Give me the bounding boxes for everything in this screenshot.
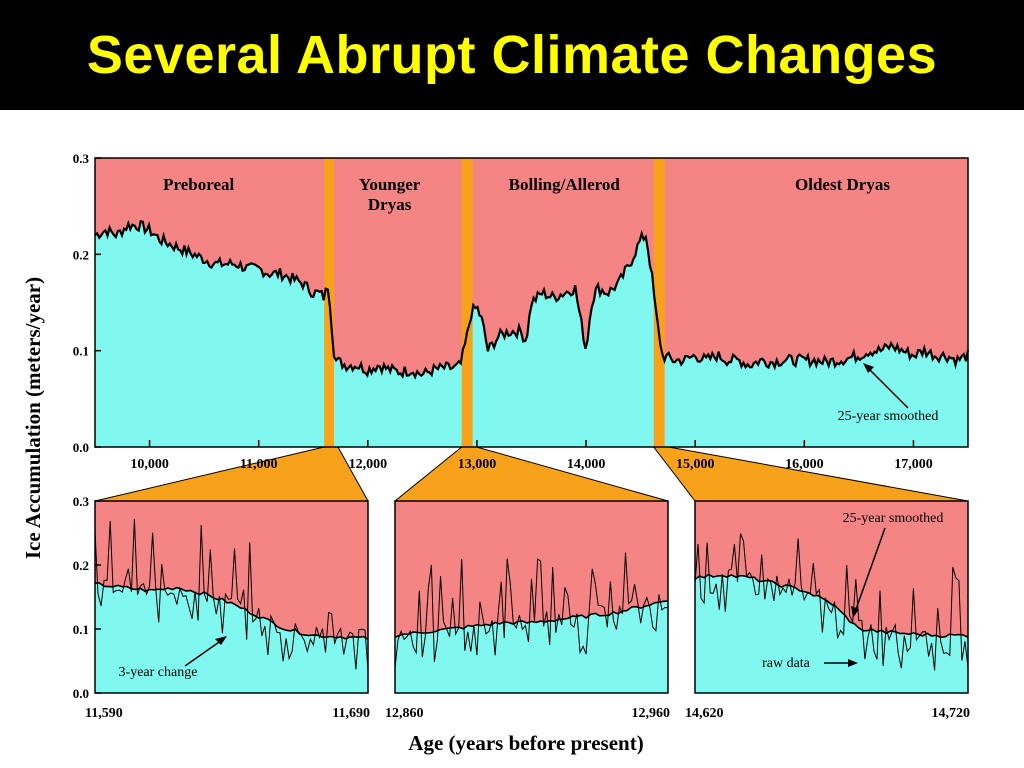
annotation-arrowhead: [851, 606, 859, 618]
x-tick-label: 11,590: [85, 706, 123, 721]
top-axis-ticks: 0.0 0.1 0.2 0.3 10,000 11,000 12,000 13,000 14,0…: [73, 151, 933, 472]
bottom-middle-panel: 12,860 12,960: [385, 500, 670, 721]
title-bar: [0, 0, 1024, 110]
bottom-right-axis-ticks: 14,620 14,720: [685, 706, 970, 721]
y-tick-label: 0.1: [73, 622, 89, 637]
top-panel-frame: [94, 157, 969, 448]
bottom-right-raw-line: [694, 533, 969, 671]
bottom-left-axis-ticks: 0.0 0.1 0.2 0.3 11,590 11,690: [73, 494, 370, 721]
x-tick-label: 17,000: [894, 457, 933, 472]
annotation-25-year-smoothed: 25-year smoothed: [838, 409, 939, 424]
climate-figure: 0.0 0.1 0.2 0.3 10,000 11,000 12,000 13,000 14,0…: [0, 110, 1024, 768]
y-tick-label: 0.0: [73, 440, 89, 455]
annotation-arrow: [854, 527, 886, 613]
annotation-raw-data: raw data: [762, 656, 811, 671]
x-tick-label: 12,960: [632, 706, 671, 721]
x-tick-label: 11,000: [240, 457, 278, 472]
y-tick-label: 0.3: [73, 151, 90, 166]
x-tick-label: 12,000: [349, 457, 388, 472]
annotation-arrow: [184, 639, 223, 667]
y-tick-label: 0.1: [73, 344, 89, 359]
period-label: Younger: [359, 175, 421, 194]
annotation-25-year-smoothed-zoom: 25-year smoothed: [843, 511, 944, 526]
y-tick-label: 0.3: [73, 494, 90, 509]
x-tick-label: 16,000: [785, 457, 824, 472]
bottom-middle-accumulation-area: [395, 601, 668, 693]
period-label: Bolling/Allerod: [509, 175, 621, 194]
x-tick-label: 15,000: [676, 457, 715, 472]
annotation-3-year-change: 3-year change: [119, 665, 198, 680]
top-accumulation-area: [95, 221, 968, 447]
x-axis-label: Age (years before present): [408, 731, 643, 755]
top-annotation: 25-year smoothed: [838, 363, 939, 424]
x-tick-label: 10,000: [130, 457, 169, 472]
x-tick-label: 14,720: [932, 706, 971, 721]
bottom-middle-raw-line: [394, 552, 669, 668]
bottom-left-smoothed-line: [95, 582, 369, 641]
bottom-left-accumulation-area: [95, 583, 368, 693]
y-tick-label: 0.0: [73, 686, 89, 701]
transition-band: [461, 158, 473, 447]
bottom-right-panel: 14,620 14,720 25-year smoothed raw data: [685, 500, 970, 721]
y-tick-label: 0.2: [73, 558, 89, 573]
annotation-arrow: [867, 367, 909, 409]
period-label: Preboreal: [163, 175, 234, 194]
bottom-left-raw-line: [94, 519, 369, 671]
x-tick-label: 13,000: [458, 457, 497, 472]
x-tick-label: 11,690: [332, 706, 370, 721]
period-label: Oldest Dryas: [795, 175, 890, 194]
y-tick-label: 0.2: [73, 247, 89, 262]
bottom-right-smoothed-line: [694, 573, 969, 639]
top-panel: 0.0 0.1 0.2 0.3 10,000 11,000 12,000 13,000 14,0…: [73, 151, 970, 472]
bottom-middle-axis-ticks: 12,860 12,960: [385, 706, 670, 721]
bottom-middle-smoothed-line: [394, 600, 669, 638]
annotation-arrowhead: [215, 636, 227, 645]
x-tick-label: 12,860: [385, 706, 424, 721]
bottom-left-panel-frame: [94, 500, 369, 694]
top-accumulation-line: [94, 219, 970, 380]
slide-title: Several Abrupt Climate Changes: [86, 25, 938, 85]
x-tick-label: 14,620: [685, 706, 724, 721]
bottom-right-panel-frame: [694, 500, 969, 694]
x-tick-label: 14,000: [567, 457, 606, 472]
period-label: Dryas: [368, 195, 412, 214]
transition-band: [653, 158, 665, 447]
bottom-middle-panel-frame: [394, 500, 669, 694]
annotation-arrowhead: [848, 659, 858, 667]
bottom-left-panel: 0.0 0.1 0.2 0.3 11,590 11,690 3-year change: [73, 494, 370, 721]
annotation-arrowhead: [863, 363, 874, 373]
bottom-right-accumulation-area: [695, 574, 968, 693]
y-axis-label: Ice Accumulation (meters/year): [21, 277, 45, 559]
